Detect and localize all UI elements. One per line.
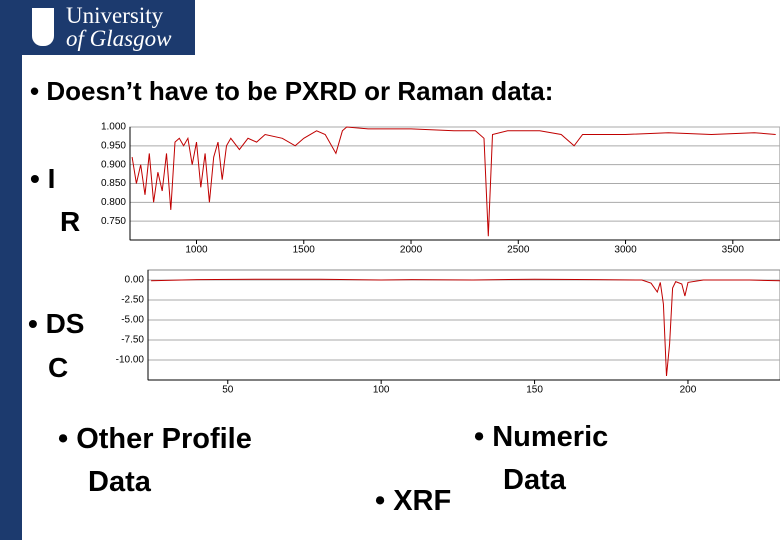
- plot-area: [129, 126, 780, 241]
- x-tick-label: 150: [526, 385, 543, 396]
- y-tick-label: 0.950: [101, 140, 126, 151]
- y-tick-label: 0.800: [101, 197, 126, 208]
- bullet: R: [60, 206, 81, 237]
- y-tick-label: 0.850: [101, 178, 126, 189]
- y-tick-label: -2.50: [121, 295, 144, 306]
- logo-box: University of Glasgow: [22, 0, 195, 55]
- y-tick-label: 0.00: [125, 275, 145, 286]
- plot-area: [147, 269, 780, 381]
- x-tick-label: 2500: [507, 245, 530, 256]
- bullet: • XRF: [375, 485, 452, 517]
- data-line: [131, 126, 776, 237]
- bullet: • Numeric: [474, 421, 609, 453]
- y-tick-label: -10.00: [116, 355, 145, 366]
- x-tick-label: 3000: [614, 245, 637, 256]
- bullet: C: [48, 352, 69, 383]
- slide-title: • Doesn’t have to be PXRD or Raman data:: [30, 76, 554, 106]
- y-tick-label: 1.000: [101, 122, 126, 133]
- bullet: Data: [503, 464, 566, 496]
- y-tick-label: 0.750: [101, 216, 126, 227]
- bullet: • DS: [28, 308, 85, 339]
- y-tick-label: -7.50: [121, 335, 144, 346]
- x-tick-label: 200: [680, 385, 697, 396]
- bullet: • I: [30, 163, 56, 194]
- x-tick-label: 2000: [400, 245, 423, 256]
- bullet: Data: [88, 466, 151, 498]
- x-tick-label: 1000: [185, 245, 208, 256]
- side-bar: [0, 0, 22, 540]
- y-tick-label: 0.900: [101, 159, 126, 170]
- bullet: • Other Profile: [58, 423, 252, 455]
- logo-text: University: [66, 3, 164, 28]
- x-tick-label: 100: [373, 385, 390, 396]
- crest: [32, 8, 54, 46]
- x-tick-label: 3500: [722, 245, 745, 256]
- y-tick-label: -5.00: [121, 315, 144, 326]
- data-line: [151, 278, 780, 377]
- x-tick-label: 50: [222, 385, 234, 396]
- logo-text: of Glasgow: [66, 26, 172, 51]
- x-tick-label: 1500: [293, 245, 316, 256]
